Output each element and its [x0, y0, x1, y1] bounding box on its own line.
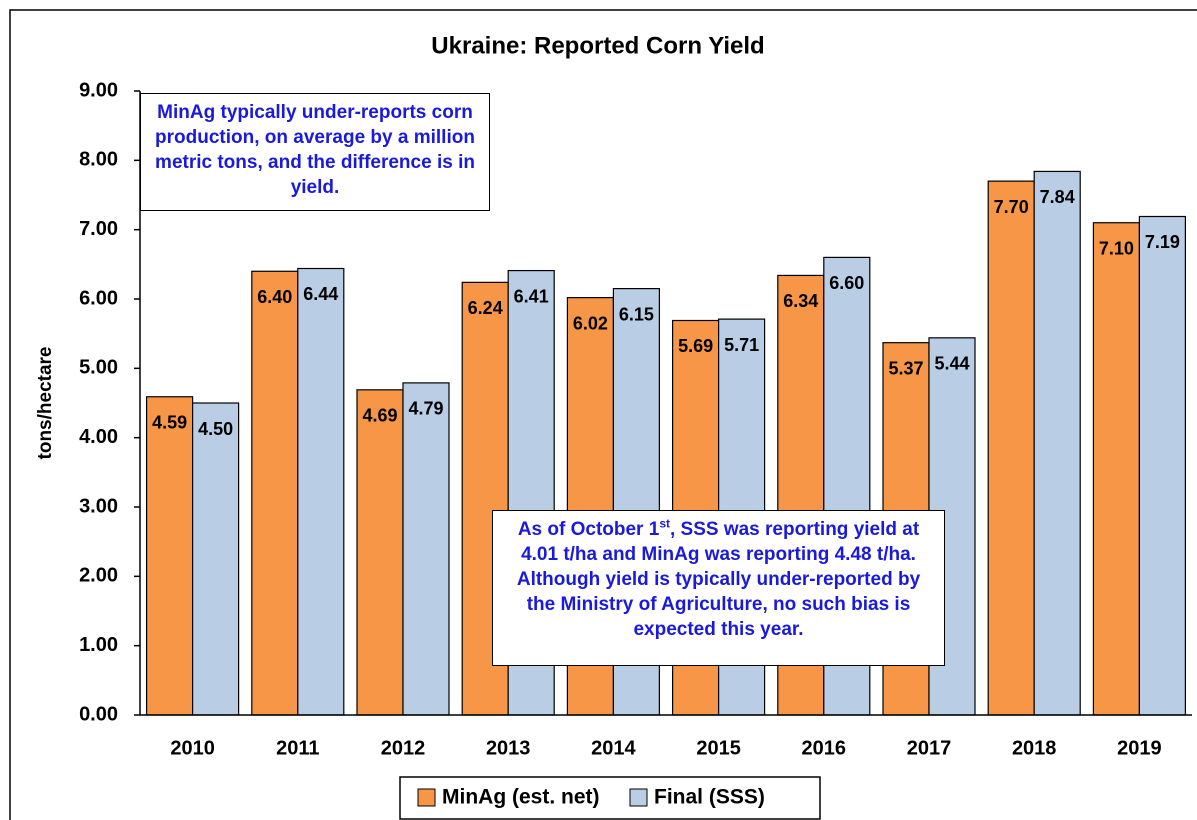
x-tick-label: 2010	[170, 737, 215, 759]
bar	[297, 267, 345, 716]
bar	[356, 389, 404, 716]
data-label: 7.70	[994, 197, 1029, 217]
y-tick-label: 0.00	[79, 703, 118, 725]
y-tick-label: 4.00	[79, 426, 118, 448]
x-tick-label: 2014	[591, 737, 636, 759]
legend-swatch	[629, 788, 648, 807]
data-label: 4.50	[198, 419, 233, 439]
chart-title: Ukraine: Reported Corn Yield	[431, 32, 764, 59]
y-tick-label: 3.00	[79, 495, 118, 517]
bar	[987, 180, 1035, 716]
x-tick-label: 2012	[381, 737, 426, 759]
annotation-superscript: st	[659, 516, 670, 531]
y-tick-label: 5.00	[79, 357, 118, 379]
y-tick-label: 1.00	[79, 634, 118, 656]
bar	[1138, 215, 1187, 716]
x-tick-label: 2019	[1117, 737, 1162, 759]
data-label: 5.37	[888, 358, 923, 378]
chart-border	[9, 9, 1197, 820]
data-label: 5.44	[934, 354, 969, 374]
annotation-text: MinAg typically under-reports corn produ…	[155, 102, 475, 198]
y-tick-label: 2.00	[79, 565, 118, 587]
y-tick-label: 6.00	[79, 287, 118, 309]
data-label: 5.71	[724, 335, 759, 355]
x-tick-label: 2013	[486, 737, 531, 759]
bar	[1033, 170, 1081, 716]
x-tick-label: 2016	[802, 737, 847, 759]
legend-label: MinAg (est. net)	[442, 786, 600, 809]
x-tick-label: 2015	[696, 737, 741, 759]
y-tick-label: 8.00	[79, 149, 118, 171]
y-tick-label: 7.00	[79, 218, 118, 240]
data-label: 4.59	[152, 413, 187, 433]
legend-swatch	[417, 788, 436, 807]
data-label: 6.44	[303, 284, 338, 304]
annotation: As of October 1st, SSS was reporting yie…	[492, 510, 945, 666]
x-tick-label: 2018	[1012, 737, 1057, 759]
data-label: 4.69	[362, 406, 397, 426]
data-label: 7.10	[1099, 238, 1134, 258]
x-tick-label: 2011	[276, 737, 319, 759]
data-label: 6.41	[514, 286, 549, 306]
data-label: 4.79	[408, 399, 443, 419]
legend-label: Final (SSS)	[654, 786, 765, 809]
bar	[1092, 222, 1141, 716]
y-axis-label: tons/hectare	[35, 347, 56, 460]
y-tick-label: 9.00	[79, 79, 118, 101]
annotation-text: As of October 1	[517, 519, 660, 540]
data-label: 6.02	[573, 313, 608, 333]
data-label: 6.60	[829, 273, 864, 293]
x-tick-label: 2017	[907, 737, 952, 759]
bar	[192, 402, 240, 716]
bar	[146, 396, 194, 716]
data-label: 6.40	[257, 287, 292, 307]
data-label: 6.34	[783, 291, 818, 311]
data-label: 6.24	[468, 298, 503, 318]
bar	[251, 270, 299, 716]
bar	[402, 382, 450, 716]
data-label: 5.69	[678, 336, 713, 356]
data-label: 7.84	[1040, 187, 1075, 207]
data-label: 7.19	[1145, 232, 1180, 252]
data-label: 6.15	[619, 304, 654, 324]
annotation-text: , SSS was reporting yield at 4.01 t/ha a…	[516, 519, 921, 640]
annotation: MinAg typically under-reports corn produ…	[140, 93, 490, 211]
legend-box	[399, 776, 821, 820]
